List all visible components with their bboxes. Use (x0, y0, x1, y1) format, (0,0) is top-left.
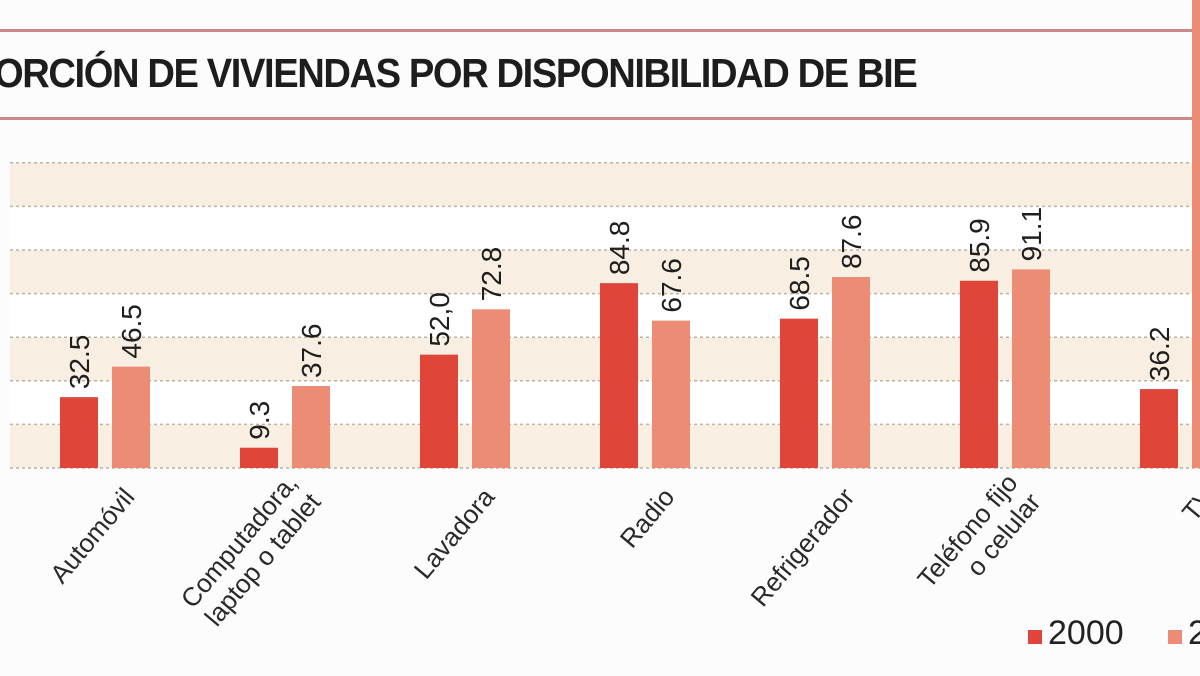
category-label: TV (1176, 482, 1200, 527)
data-label: 36.2 (1144, 327, 1175, 382)
bar-2 (832, 277, 870, 468)
data-label: 37.6 (296, 324, 327, 379)
grid-band (10, 206, 1200, 250)
category-label: Automóvil (44, 482, 140, 589)
bar-2 (652, 320, 690, 468)
data-label: 68.5 (784, 256, 815, 311)
bar-2000 (1140, 389, 1178, 468)
grid-band (10, 162, 1200, 207)
legend-label: 2 (1188, 614, 1200, 652)
title-bottom-rule (0, 117, 1200, 120)
data-label: 84.8 (604, 221, 635, 276)
legend-item-2: 2 (1168, 614, 1200, 653)
bar-2000 (60, 397, 98, 468)
data-label: 87.6 (836, 215, 867, 270)
bar-2000 (600, 283, 638, 468)
bar-2 (472, 309, 510, 468)
bar-2 (292, 386, 330, 468)
category-label: Computadora,laptop o tablet (175, 467, 327, 632)
data-label: 32.5 (64, 335, 95, 390)
legend-item-2000: 2000 (1028, 614, 1124, 653)
bar-2000 (780, 318, 818, 468)
bar-2 (112, 366, 150, 468)
bar-2000 (240, 447, 278, 468)
title-top-rule (0, 29, 1200, 32)
bar-2 (1012, 269, 1050, 468)
data-label: 72.8 (476, 247, 507, 302)
legend-swatch-2 (1168, 629, 1182, 644)
bar-2000 (960, 280, 998, 468)
category-label: Teléfono fijoo celular (911, 468, 1046, 613)
category-label: Refrigerador (745, 482, 861, 612)
category-label: Lavadora (408, 482, 501, 585)
bar-2000 (420, 354, 458, 468)
data-label: 67.6 (656, 258, 687, 313)
chart-title: ORCIÓN DE VIVIENDAS POR DISPONIBILIDAD D… (0, 50, 918, 96)
category-label: Radio (614, 482, 681, 553)
data-label: 52,0 (424, 292, 455, 347)
data-label: 46.5 (116, 304, 147, 359)
data-label: 85.9 (964, 218, 995, 273)
legend-swatch-2000 (1028, 629, 1042, 644)
data-label: 91.1 (1016, 207, 1047, 262)
data-label: 9.3 (244, 401, 275, 440)
legend-label: 2000 (1048, 614, 1124, 652)
bar-2 (1192, 0, 1200, 468)
